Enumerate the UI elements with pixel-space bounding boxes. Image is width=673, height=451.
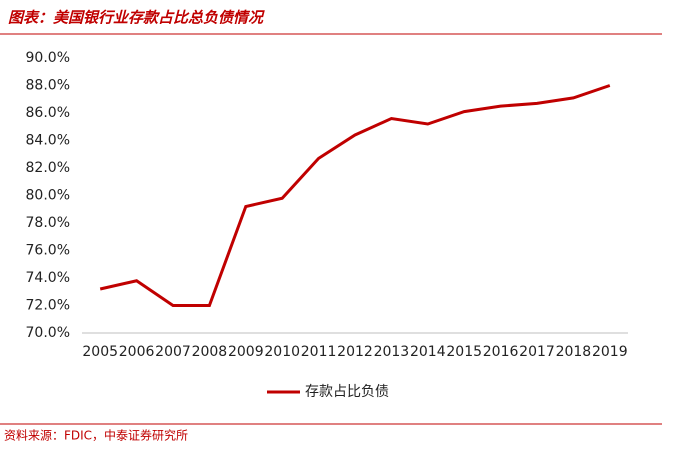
y-tick-label: 70.0% [26,325,70,341]
y-tick-label: 76.0% [26,243,70,259]
x-tick-label: 2013 [374,344,410,360]
x-tick-label: 2019 [592,344,628,360]
x-tick-label: 2018 [556,344,592,360]
x-tick-label: 2008 [192,344,228,360]
x-tick-label: 2010 [264,344,300,360]
x-tick-label: 2009 [228,344,264,360]
y-tick-label: 84.0% [26,133,70,149]
y-tick-label: 74.0% [26,270,70,286]
y-tick-label: 88.0% [26,78,70,94]
x-tick-label: 2005 [82,344,118,360]
x-tick-label: 2007 [155,344,191,360]
x-tick-label: 2011 [301,344,337,360]
y-tick-label: 90.0% [26,50,70,66]
y-tick-label: 82.0% [26,160,70,176]
x-tick-label: 2016 [483,344,519,360]
chart-title: 图表：美国银行业存款占比总负债情况 [8,9,265,27]
legend-label: 存款占比负债 [305,384,389,400]
x-tick-label: 2014 [410,344,446,360]
x-tick-label: 2006 [119,344,155,360]
y-tick-label: 78.0% [26,215,70,231]
y-tick-label: 80.0% [26,188,70,204]
x-tick-label: 2015 [446,344,482,360]
x-tick-label: 2012 [337,344,373,360]
y-tick-label: 86.0% [26,105,70,121]
source: 资料来源：FDIC，中泰证券研究所 [4,428,188,443]
data-line [99,84,611,307]
y-tick-label: 72.0% [26,298,70,314]
x-tick-label: 2017 [519,344,555,360]
